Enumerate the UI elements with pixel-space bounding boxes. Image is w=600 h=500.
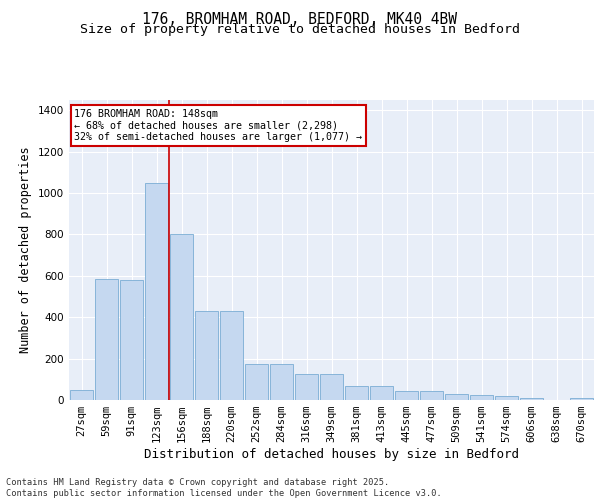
- Bar: [370, 386, 394, 400]
- Bar: [494, 396, 518, 400]
- Bar: [95, 279, 118, 400]
- X-axis label: Distribution of detached houses by size in Bedford: Distribution of detached houses by size …: [144, 448, 519, 461]
- Bar: [269, 364, 293, 400]
- Bar: [395, 390, 418, 400]
- Bar: [170, 234, 193, 400]
- Bar: [470, 395, 493, 400]
- Bar: [569, 398, 593, 400]
- Bar: [70, 390, 94, 400]
- Bar: [445, 394, 469, 400]
- Text: Contains HM Land Registry data © Crown copyright and database right 2025.
Contai: Contains HM Land Registry data © Crown c…: [6, 478, 442, 498]
- Text: Size of property relative to detached houses in Bedford: Size of property relative to detached ho…: [80, 24, 520, 36]
- Bar: [520, 398, 544, 400]
- Bar: [295, 374, 319, 400]
- Bar: [320, 374, 343, 400]
- Bar: [245, 364, 268, 400]
- Bar: [194, 311, 218, 400]
- Bar: [145, 183, 169, 400]
- Bar: [419, 390, 443, 400]
- Bar: [119, 280, 143, 400]
- Bar: [220, 311, 244, 400]
- Text: 176 BROMHAM ROAD: 148sqm
← 68% of detached houses are smaller (2,298)
32% of sem: 176 BROMHAM ROAD: 148sqm ← 68% of detach…: [74, 109, 362, 142]
- Text: 176, BROMHAM ROAD, BEDFORD, MK40 4BW: 176, BROMHAM ROAD, BEDFORD, MK40 4BW: [143, 12, 458, 28]
- Y-axis label: Number of detached properties: Number of detached properties: [19, 146, 32, 354]
- Bar: [344, 386, 368, 400]
